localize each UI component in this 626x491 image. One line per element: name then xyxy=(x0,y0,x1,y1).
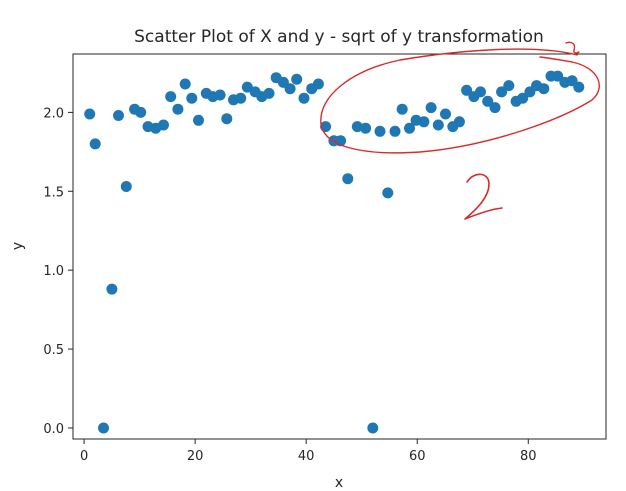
data-point xyxy=(298,92,310,104)
data-point xyxy=(284,83,296,95)
chart-title: Scatter Plot of X and y - sqrt of y tran… xyxy=(134,27,544,47)
y-tick-label: 0.5 xyxy=(43,343,64,358)
handwritten-ellipse xyxy=(320,48,600,154)
plot-frame xyxy=(72,53,607,440)
data-point xyxy=(573,81,585,93)
points-layer xyxy=(84,70,585,434)
data-point xyxy=(113,110,124,121)
data-point xyxy=(89,138,101,150)
y-tick-label: 0.0 xyxy=(43,422,64,437)
x-tick-label: 60 xyxy=(409,449,426,464)
y-tick-label: 2.0 xyxy=(43,106,64,121)
data-point xyxy=(482,95,494,107)
data-point xyxy=(84,108,96,120)
data-point xyxy=(496,86,508,98)
data-point xyxy=(221,113,233,125)
data-point xyxy=(98,422,109,434)
data-point xyxy=(291,73,303,85)
data-point xyxy=(389,125,401,137)
data-point xyxy=(404,122,415,134)
data-point xyxy=(453,116,465,128)
data-point xyxy=(367,422,379,434)
handwritten-annotation: 2 xyxy=(0,0,600,220)
data-point xyxy=(461,84,473,96)
data-point xyxy=(425,102,437,114)
data-point xyxy=(396,103,408,115)
data-point xyxy=(382,187,394,199)
data-point xyxy=(106,283,118,295)
data-point xyxy=(165,91,177,103)
data-point xyxy=(342,173,354,185)
x-tick-label: 20 xyxy=(187,449,204,464)
data-point xyxy=(135,106,147,118)
data-point xyxy=(440,108,451,120)
data-point xyxy=(172,103,184,115)
handwritten-numeral-text: 2 xyxy=(0,0,1,1)
data-point xyxy=(552,70,564,82)
y-tick-label: 1.5 xyxy=(43,185,64,200)
data-point xyxy=(158,119,169,131)
data-point xyxy=(186,92,198,104)
data-point xyxy=(475,86,486,98)
data-point xyxy=(351,121,363,133)
y-tick-label: 1.0 xyxy=(43,264,64,279)
x-axis-label: x xyxy=(335,475,343,491)
data-point xyxy=(179,78,191,90)
data-point xyxy=(489,102,501,114)
data-point xyxy=(120,181,132,192)
y-axis-label: y xyxy=(10,242,26,250)
handwritten-hook xyxy=(565,41,580,54)
data-point xyxy=(432,119,444,131)
x-tick-label: 80 xyxy=(520,449,537,464)
x-tick-label: 0 xyxy=(80,449,88,464)
data-point xyxy=(418,116,430,128)
data-point xyxy=(538,83,550,95)
data-point xyxy=(263,87,275,99)
data-point xyxy=(360,122,372,134)
data-point xyxy=(214,89,226,101)
data-point xyxy=(235,92,247,104)
data-point xyxy=(517,92,529,104)
handwritten-numeral xyxy=(464,173,503,220)
data-point xyxy=(374,125,386,137)
x-ticks: 0 20 40 60 80 xyxy=(80,439,537,464)
data-point xyxy=(193,114,204,126)
y-ticks: 0.0 0.5 1.0 1.5 2.0 xyxy=(43,106,73,437)
data-point xyxy=(312,78,324,90)
data-point xyxy=(503,80,515,92)
x-tick-label: 40 xyxy=(298,449,315,464)
